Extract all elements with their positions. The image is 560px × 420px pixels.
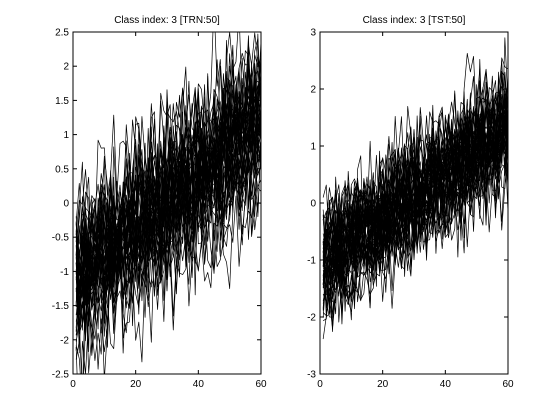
series-line	[75, 138, 261, 374]
series-line	[322, 96, 508, 314]
y-tick-label: -2	[60, 335, 69, 346]
series-line	[75, 53, 261, 299]
series-line	[75, 161, 261, 374]
series-line	[75, 35, 261, 331]
subplot-train: Class index: 3 [TRN:50] 0 20 40 60-2.5-2-1.…	[52, 15, 267, 390]
x-tick-label: 40	[440, 379, 452, 390]
y-tick-label: -0.5	[52, 233, 70, 244]
y-tick-label: 2	[63, 62, 69, 73]
x-tick-label: 20	[377, 379, 389, 390]
subplot-test: Class index: 3 [TST:50] 0 20 40 60 -3 -2 -1 0 1 2…	[307, 15, 514, 390]
series-line	[323, 126, 508, 287]
series-group	[322, 37, 508, 340]
y-tick-label: 0	[310, 199, 316, 210]
series-line	[75, 68, 261, 336]
x-tick-label: 0	[317, 379, 323, 390]
y-tick-label: 2	[310, 85, 316, 96]
x-tick-label: 40	[193, 379, 205, 390]
y-tick-label: 1	[310, 142, 316, 153]
y-tick-label: -1	[60, 267, 69, 278]
y-tick-label: 1.5	[55, 96, 69, 107]
y-tick-label: 1	[63, 130, 69, 141]
series-line	[322, 52, 508, 260]
x-tick-label: 60	[502, 379, 514, 390]
series-line	[322, 101, 508, 271]
y-tick-label: 2.5	[55, 28, 69, 39]
y-tick-label: 3	[310, 28, 316, 39]
series-group	[75, 32, 261, 374]
series-line	[75, 32, 261, 238]
subplot-title: Class index: 3 [TRN:50]	[114, 15, 220, 26]
x-tick-label: 60	[255, 379, 267, 390]
y-tick-label: 0.5	[55, 164, 69, 175]
y-tick-label: -1.5	[52, 301, 70, 312]
series-line	[76, 102, 261, 320]
subplot-title: Class index: 3 [TST:50]	[363, 15, 466, 26]
y-tick-label: -3	[307, 370, 316, 381]
y-tick-label: 0	[63, 199, 69, 210]
y-tick-label: -1	[307, 256, 316, 267]
y-tick-label: -2.5	[52, 370, 70, 381]
series-line	[75, 52, 261, 324]
y-tick-label: -2	[307, 313, 316, 324]
x-tick-label: 0	[70, 379, 76, 390]
series-line	[322, 145, 508, 329]
x-tick-label: 20	[130, 379, 142, 390]
series-line	[75, 59, 261, 339]
